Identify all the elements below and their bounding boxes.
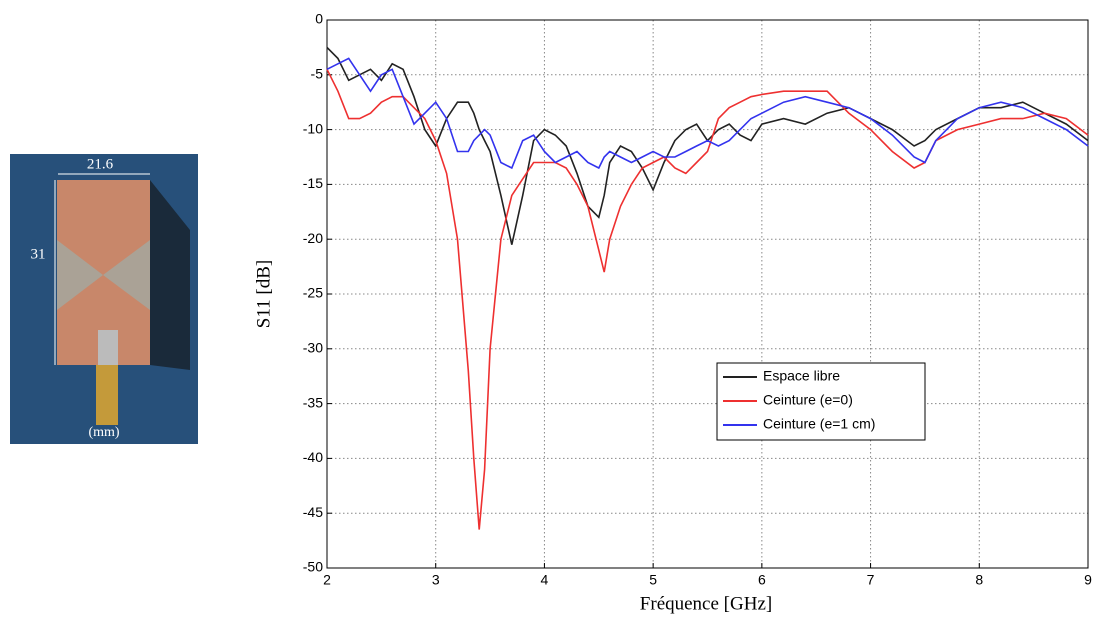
patch-gap [57, 240, 103, 310]
y-tick-label: -15 [303, 175, 323, 191]
x-tick-label: 3 [432, 572, 440, 588]
y-axis-label: S11 [dB] [253, 260, 274, 328]
legend-label: Espace libre [763, 368, 840, 384]
x-tick-label: 4 [541, 572, 549, 588]
connector-base [96, 365, 118, 425]
height-label: 31 [31, 246, 46, 262]
legend-label: Ceinture (e=0) [763, 392, 853, 408]
plot-frame [326, 19, 1089, 569]
y-tick-label: -50 [303, 559, 323, 575]
x-tick-label: 6 [758, 572, 766, 588]
y-tick-label: -40 [303, 449, 323, 465]
series-line [326, 68, 1089, 530]
y-tick-label: -25 [303, 285, 323, 301]
series-line [326, 57, 1089, 170]
x-tick-label: 2 [323, 572, 331, 588]
antenna-photo: 21.6 31 (mm) [10, 154, 198, 444]
unit-label: (mm) [88, 425, 119, 440]
legend: Espace libre Ceinture (e=0) Ceinture (e=1 … [716, 362, 926, 441]
legend-label: Ceinture (e=1 cm) [763, 416, 875, 432]
connector [98, 330, 118, 370]
y-tick-label: -10 [303, 120, 323, 136]
x-tick-label: 8 [975, 572, 983, 588]
x-tick-label: 9 [1084, 572, 1092, 588]
x-axis-label: Fréquence [GHz] [640, 593, 772, 614]
y-tick-label: 0 [315, 11, 323, 27]
x-tick-label: 5 [649, 572, 657, 588]
y-tick-label: -35 [303, 394, 323, 410]
y-tick-label: -20 [303, 230, 323, 246]
y-tick-label: -5 [311, 66, 324, 82]
y-tick-label: -45 [303, 504, 323, 520]
y-tick-label: -30 [303, 340, 323, 356]
x-tick-label: 7 [867, 572, 875, 588]
photo-shadow [150, 180, 190, 370]
patch-gap [103, 240, 150, 310]
width-label: 21.6 [87, 156, 114, 172]
